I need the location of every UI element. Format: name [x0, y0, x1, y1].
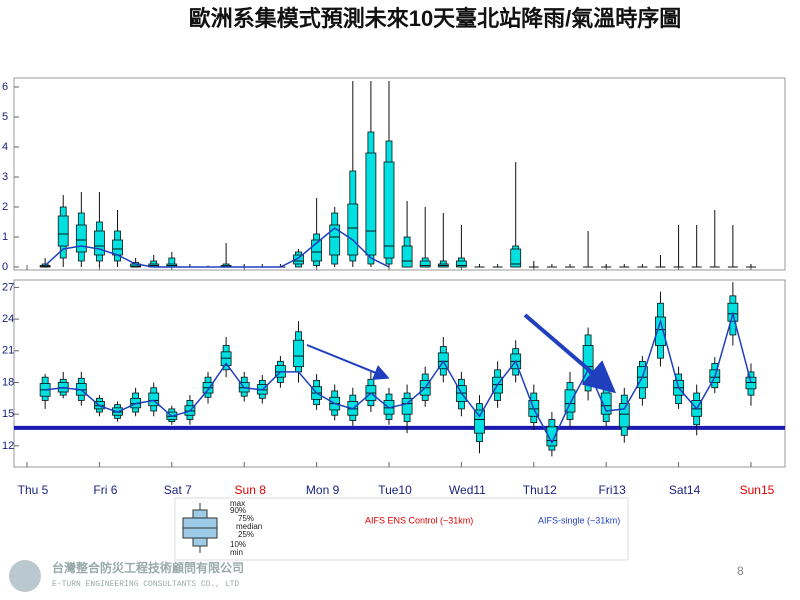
- page-number: 8: [737, 564, 744, 578]
- y-tick-label: 6: [2, 81, 8, 93]
- y-tick-label: 15: [2, 408, 14, 420]
- y-tick-label: 2: [2, 201, 8, 213]
- legend-entry: AIFS-single (~31km): [538, 515, 620, 525]
- y-tick-label: 18: [2, 376, 14, 388]
- box-inner: [401, 245, 413, 268]
- x-tick-label: Thu12: [523, 483, 557, 497]
- y-tick-label: 0: [2, 261, 8, 273]
- x-tick-label: Thu 5: [18, 483, 49, 497]
- x-tick-label: Tue10: [378, 483, 412, 497]
- temp-frame: [13, 279, 786, 468]
- box-inner: [474, 409, 485, 434]
- box-inner: [347, 203, 359, 256]
- box-inner: [365, 152, 377, 256]
- x-tick-label: Mon 9: [306, 483, 340, 497]
- x-tick-label: Fri13: [599, 483, 627, 497]
- box-inner: [293, 339, 304, 368]
- box-inner: [293, 254, 304, 265]
- forecast-line: [45, 310, 752, 445]
- box-inner: [112, 239, 123, 256]
- box-inner: [618, 403, 630, 428]
- box-inner: [220, 351, 232, 366]
- legend-entry: AIFS ENS Control (~31km): [365, 515, 473, 525]
- forecast-line: [44, 227, 390, 268]
- legend-box-label: min: [230, 548, 243, 557]
- legend-box-label: 75%: [238, 514, 254, 523]
- y-tick-label: 5: [2, 111, 8, 123]
- x-tick-label: Sat14: [669, 483, 701, 497]
- box-inner: [329, 224, 341, 256]
- box-inner: [94, 230, 105, 256]
- y-tick-label: 3: [2, 171, 8, 183]
- box-inner: [455, 260, 467, 268]
- legend-box-label: median: [236, 522, 262, 531]
- trend-arrow: [523, 313, 617, 394]
- box-inner: [75, 224, 87, 253]
- box-inner: [745, 376, 757, 390]
- trend-arrow: [306, 344, 390, 380]
- y-tick-label: 21: [2, 345, 14, 357]
- box-inner: [57, 215, 69, 247]
- legend-panel: [174, 497, 629, 561]
- legend-box-label: 25%: [238, 530, 254, 539]
- y-tick-label: 4: [2, 141, 8, 153]
- x-tick-label: Wed11: [449, 483, 486, 497]
- legend-box-label: 10%: [230, 540, 246, 549]
- box-inner: [510, 248, 522, 268]
- y-tick-label: 24: [2, 313, 14, 325]
- box-inner: [655, 316, 666, 346]
- y-tick-label: 27: [2, 281, 14, 293]
- company-name-en: E-TURN ENGINEERING CONSULTANTS CO., LTD: [52, 580, 239, 589]
- box-inner: [383, 161, 395, 259]
- box-inner: [401, 397, 413, 415]
- legend-box-label: 90%: [230, 506, 246, 515]
- precip-frame: [13, 77, 786, 271]
- box-inner: [148, 392, 160, 407]
- company-name: 台灣整合防災工程技術顧問有限公司: [52, 560, 244, 575]
- slide-title: 歐洲系集模式預測未來10天臺北站降雨/氣溫時序圖: [189, 6, 682, 31]
- box-inner: [546, 426, 558, 447]
- box-inner: [419, 260, 431, 268]
- x-tick-label: Sun 8: [235, 483, 267, 497]
- x-tick-label: Sat 7: [164, 483, 192, 497]
- x-tick-label: Sun15: [740, 483, 775, 497]
- logo: [9, 560, 41, 592]
- x-tick-label: Fri 6: [93, 483, 117, 497]
- legend-box-label: max: [230, 499, 245, 508]
- y-tick-label: 1: [2, 231, 8, 243]
- box-inner: [564, 389, 576, 413]
- y-tick-label: 12: [2, 440, 14, 452]
- box-inner: [311, 239, 323, 262]
